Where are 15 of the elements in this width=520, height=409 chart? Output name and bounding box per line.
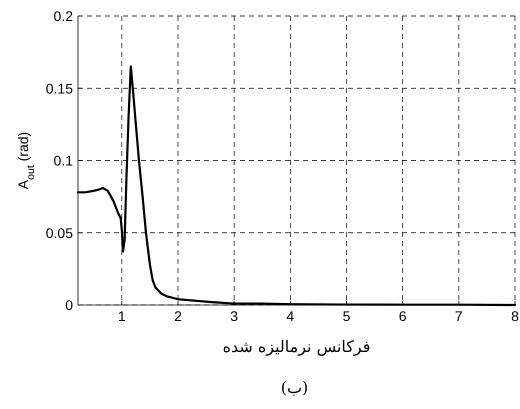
y-tick-label: 0.15	[46, 80, 74, 96]
x-tick-label: 5	[342, 308, 351, 324]
x-axis-title: فرکانس نرمالیزه شده	[222, 337, 370, 356]
x-tick-label: 1	[118, 308, 126, 324]
x-tick-label: 7	[454, 308, 463, 324]
x-tick-label: 4	[286, 308, 294, 324]
y-tick-label: 0.2	[54, 8, 74, 24]
x-tick-label: 2	[174, 308, 182, 324]
x-tick-label: 6	[398, 308, 407, 324]
x-tick-label: 8	[511, 308, 520, 324]
y-tick-label: 0.1	[54, 152, 74, 168]
y-tick-label: 0.05	[46, 224, 74, 241]
x-tick-label: 3	[230, 308, 238, 324]
y-tick-label: 0	[65, 297, 74, 313]
text: (ب)	[280, 378, 308, 397]
